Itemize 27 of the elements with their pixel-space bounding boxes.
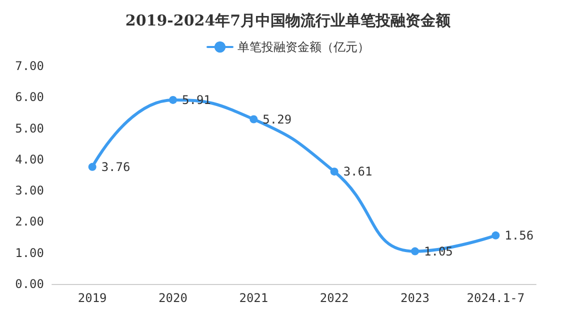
y-tick-label: 7.00 (15, 59, 44, 73)
chart-title: 2019-2024年7月中国物流行业单笔投融资金额 (125, 12, 452, 30)
data-label: 3.61 (343, 164, 372, 179)
data-label: 1.56 (504, 228, 534, 242)
y-tick-label: 5.00 (15, 121, 44, 136)
x-tick-label: 2024.1-7 (466, 291, 525, 305)
point (250, 115, 258, 124)
point (88, 162, 96, 171)
x-tick-label: 2020 (158, 291, 188, 305)
legend-label: 单笔投融资金额（亿元） (238, 40, 370, 54)
x-tick-label: 2019 (78, 291, 107, 305)
y-tick-label: 1.00 (15, 246, 44, 260)
y-tick-label: 2.00 (15, 214, 44, 229)
y-tick-label: 6.00 (15, 90, 44, 104)
point (411, 247, 419, 256)
data-label: 5.91 (182, 92, 211, 107)
x-tick-label: 2021 (239, 291, 268, 305)
y-tick-label: 4.00 (15, 152, 44, 166)
data-label: 5.29 (262, 112, 292, 126)
point (492, 231, 500, 240)
point (169, 96, 177, 104)
y-tick-label: 3.00 (15, 184, 44, 198)
y-tick-label: 0.00 (15, 277, 44, 291)
x-tick-label: 2023 (400, 291, 430, 305)
x-tick-label: 2022 (320, 291, 349, 305)
point (330, 168, 338, 176)
data-label: 3.76 (101, 160, 130, 174)
